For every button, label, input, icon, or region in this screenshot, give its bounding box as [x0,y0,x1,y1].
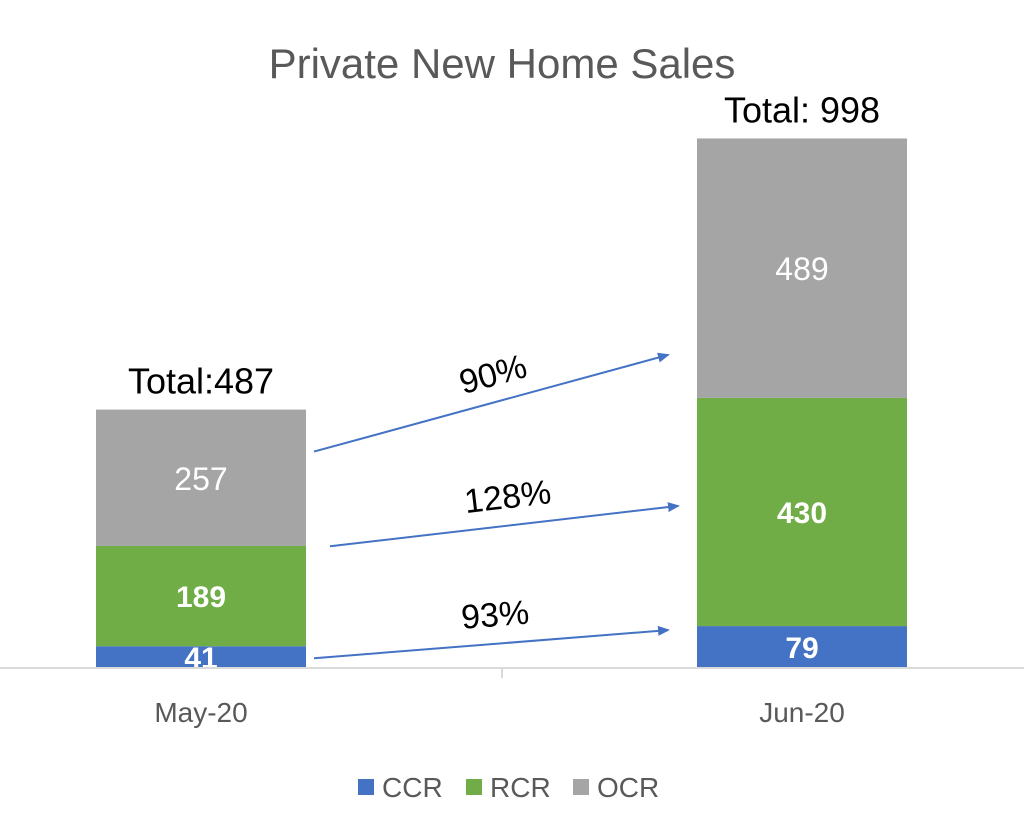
growth-arrow-ccr [313,625,670,660]
bar-ccr-jun-20 [697,626,907,668]
bar-ocr-may-20 [96,409,306,546]
legend-swatch-ocr [573,779,589,795]
total-label-jun-20: Total: 998 [724,89,880,130]
growth-label-rcr: 128% [462,473,553,521]
data-label-rcr-jun-20: 430 [777,497,827,530]
data-label-rcr-may-20: 189 [176,581,226,614]
legend-swatch-rcr [466,779,482,795]
legend-label-rcr: RCR [490,772,551,803]
growth-arrow-ocr [313,352,670,453]
legend-label-ocr: OCR [597,772,659,803]
bar-ocr-jun-20 [697,138,907,398]
legend-label-ccr: CCR [382,772,443,803]
x-tick-label-may-20: May-20 [154,697,247,728]
data-label-ccr-may-20: 41 [184,642,217,675]
bar-rcr-jun-20 [697,397,907,627]
growth-label-ccr: 93% [460,594,531,637]
x-tick-label-jun-20: Jun-20 [759,697,845,728]
bar-rcr-may-20 [96,545,306,647]
data-label-ocr-jun-20: 489 [775,251,828,287]
chart-title: Private New Home Sales [269,40,736,87]
data-label-ccr-jun-20: 79 [785,632,818,665]
category-labels: May-20 Jun-20 [154,697,845,728]
growth-label-ocr: 90% [455,347,531,402]
legend: CCR RCR OCR [358,772,659,803]
data-label-ocr-may-20: 257 [174,461,227,497]
growth-arrow-rcr [329,502,680,548]
bar-ccr-may-20 [96,646,306,668]
total-label-may-20: Total:487 [128,361,274,402]
growth-arrows: 90% 128% 93% [313,347,680,660]
legend-swatch-ccr [358,779,374,795]
bars-layer: 41 189 257 Total:487 79 430 489 Total: 998 [96,89,907,675]
